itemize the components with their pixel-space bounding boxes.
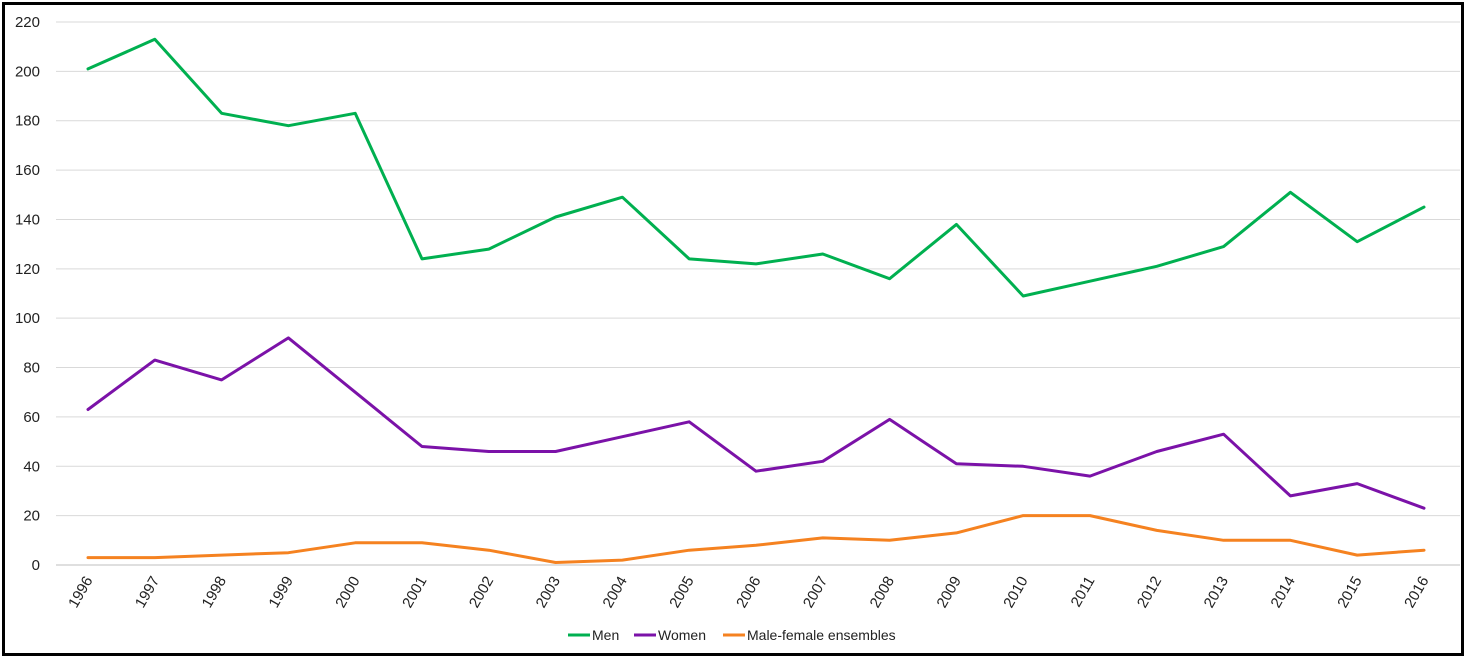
y-tick-label: 160 — [15, 162, 40, 179]
x-tick-label: 2015 — [1334, 574, 1365, 611]
y-tick-label: 140 — [15, 211, 40, 228]
y-tick-label: 80 — [23, 360, 40, 377]
x-tick-label: 1999 — [265, 574, 296, 611]
x-tick-label: 1998 — [199, 574, 230, 611]
y-tick-label: 40 — [23, 458, 40, 475]
legend: Men Women Male-female ensembles — [568, 627, 896, 643]
x-tick-label: 2000 — [332, 574, 363, 611]
y-tick-label: 60 — [23, 409, 40, 426]
legend-label-2: Male-female ensembles — [747, 627, 896, 643]
series-line-0 — [86, 37, 1426, 298]
y-tick-label: 20 — [23, 508, 40, 525]
y-tick-label: 180 — [15, 113, 40, 130]
x-tick-label: 2001 — [399, 574, 430, 611]
series-lines — [86, 37, 1426, 564]
x-tick-label: 2011 — [1068, 574, 1099, 610]
x-tick-label: 2003 — [533, 574, 564, 611]
y-tick-label: 200 — [15, 63, 40, 80]
x-tick-label: 2006 — [733, 574, 764, 611]
x-tick-label: 2008 — [867, 574, 898, 611]
series-line-1 — [86, 336, 1426, 510]
x-tick-label: 1997 — [132, 574, 163, 611]
x-tick-label: 2014 — [1267, 574, 1298, 611]
y-tick-label: 0 — [32, 557, 40, 574]
x-tick-label: 1996 — [65, 574, 96, 611]
gridlines — [56, 21, 1460, 566]
y-tick-label: 220 — [15, 14, 40, 31]
y-tick-label: 100 — [15, 310, 40, 327]
y-tick-label: 120 — [15, 261, 40, 278]
legend-label-0: Men — [592, 627, 619, 643]
legend-label-1: Women — [658, 627, 706, 643]
x-tick-label: 2002 — [466, 574, 497, 611]
x-tick-label: 2007 — [800, 574, 831, 611]
x-tick-label: 2005 — [666, 574, 697, 611]
x-tick-label: 2004 — [599, 574, 630, 611]
series-line-2 — [86, 514, 1426, 564]
x-tick-label: 2009 — [933, 574, 964, 611]
y-axis-ticks: 0 20 40 60 80 100 120 140 160 180 200 220 — [15, 14, 40, 574]
x-axis-ticks: 1996 1997 1998 1999 2000 2001 2002 2003 2004 2005… — [65, 574, 1432, 611]
x-tick-label: 2010 — [1000, 574, 1031, 611]
x-tick-label: 2016 — [1401, 574, 1432, 611]
x-tick-label: 2013 — [1201, 574, 1232, 611]
x-tick-label: 2012 — [1134, 574, 1165, 611]
